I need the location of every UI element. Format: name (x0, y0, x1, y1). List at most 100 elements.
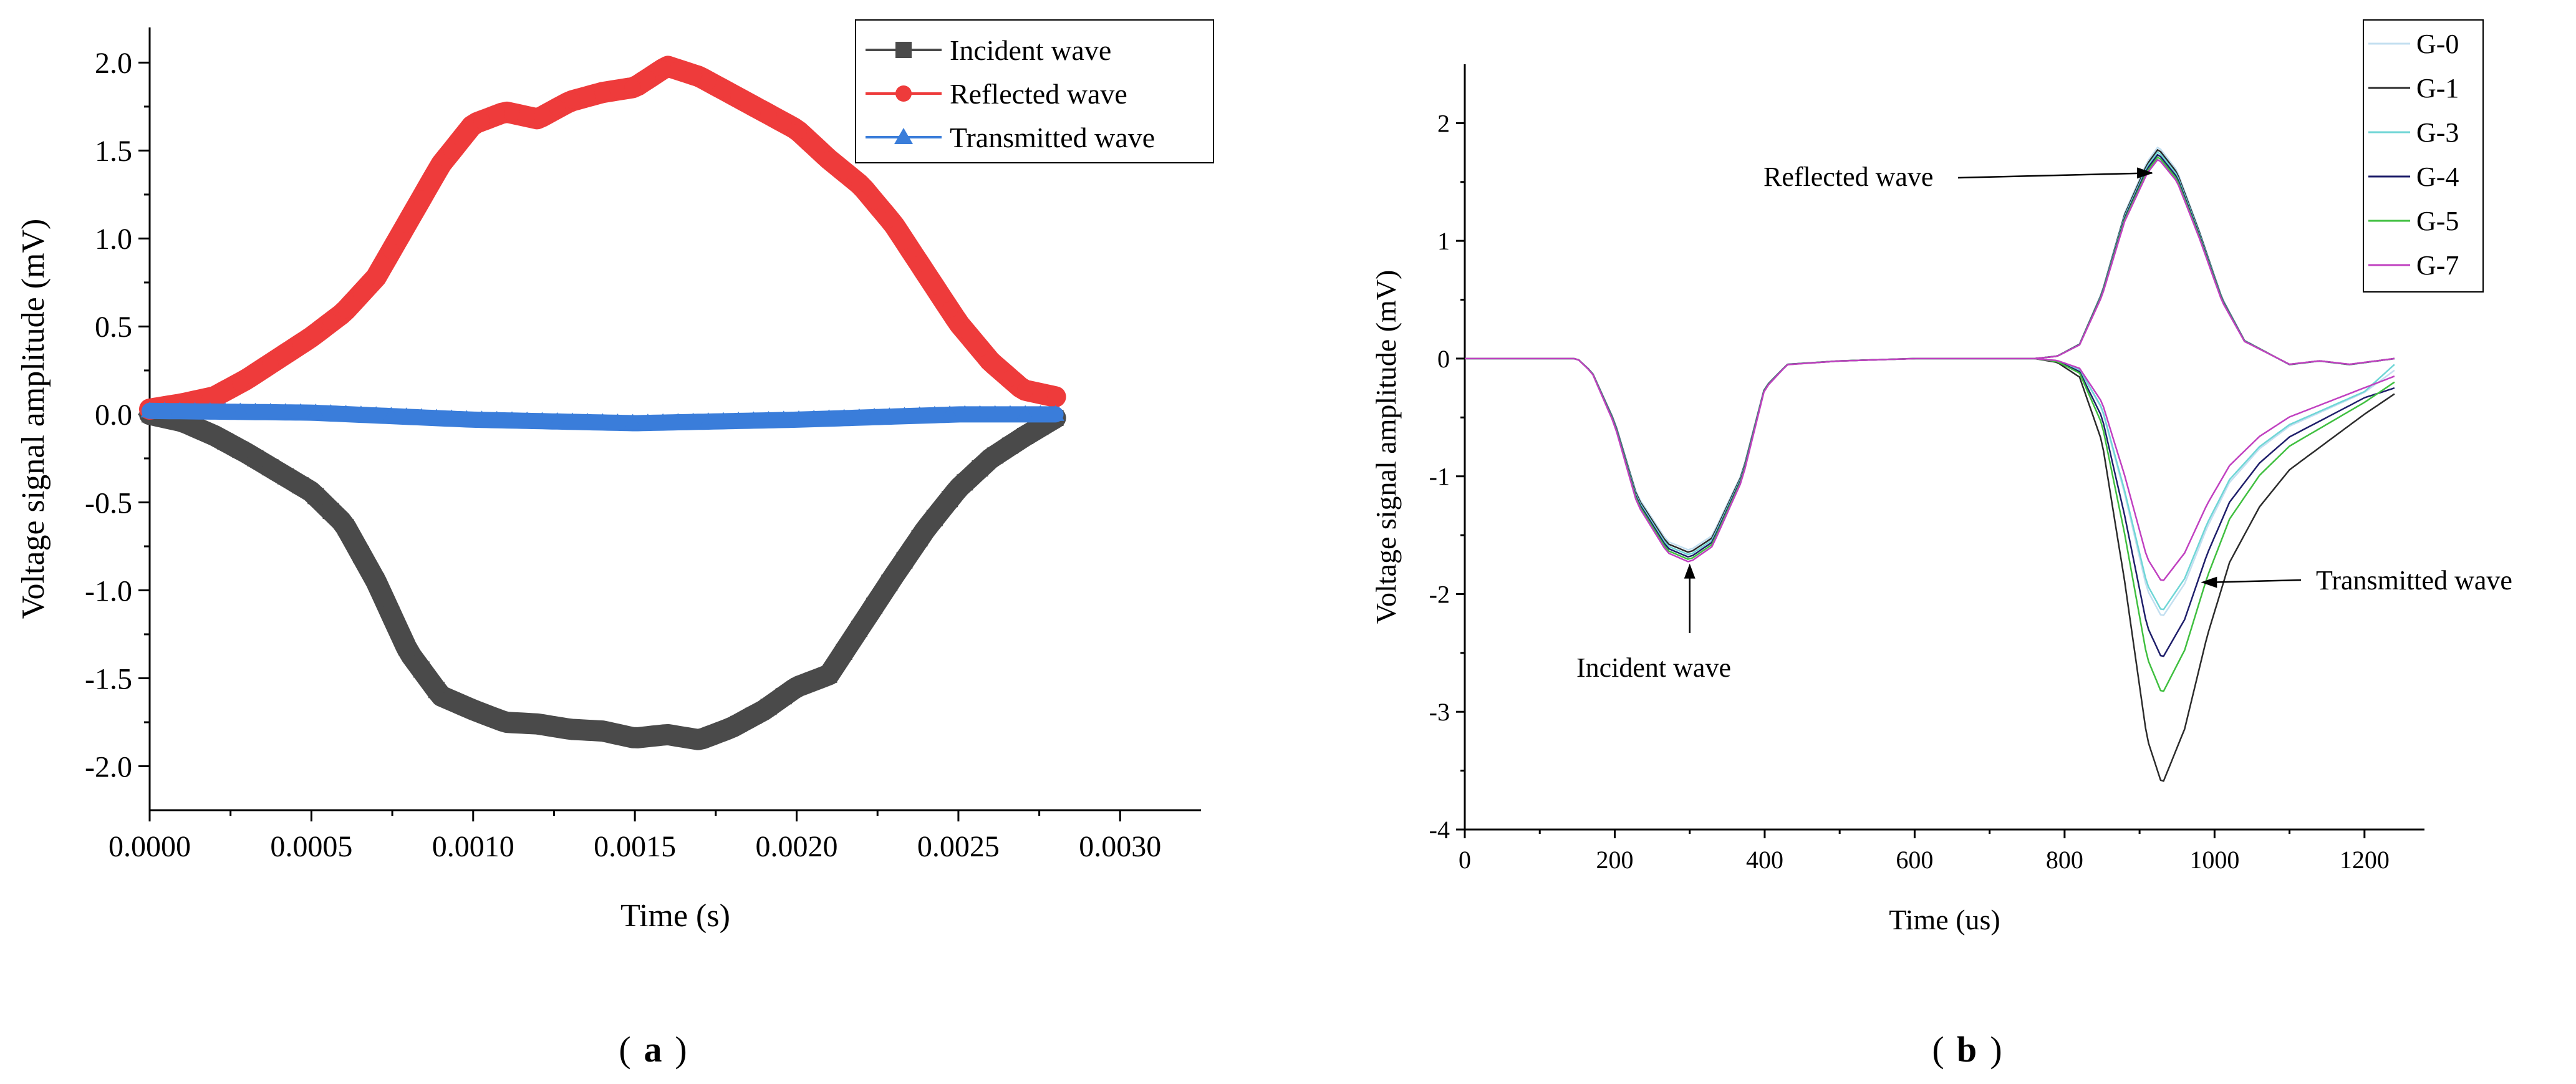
data-point (851, 621, 867, 637)
data-point (745, 707, 762, 724)
data-point (442, 409, 461, 425)
legend-label: Reflected wave (950, 78, 1127, 110)
x-tick-label: 200 (1596, 846, 1633, 874)
data-point (383, 606, 400, 623)
data-point (836, 643, 852, 660)
y-tick-label: -2 (1429, 580, 1450, 608)
data-point (1047, 389, 1064, 405)
y-tick-label: -1.0 (85, 574, 132, 607)
data-point (217, 433, 234, 450)
data-point (217, 382, 234, 399)
y-axis-label: Voltage signal amplitude (mV) (16, 219, 51, 619)
y-tick-label: 0 (1437, 345, 1450, 373)
x-tick-label: 1200 (2340, 846, 2390, 874)
incident-line-g-5 (1465, 357, 2035, 560)
data-point (277, 468, 294, 485)
panel-a-caption-close: ) (675, 1029, 687, 1070)
legend-frame (855, 19, 1214, 163)
data-point (534, 716, 551, 733)
y-tick-label: 2.0 (95, 47, 132, 80)
data-point (1016, 405, 1035, 421)
annotation-arrowhead-incident (1684, 563, 1696, 579)
data-point (1031, 405, 1049, 421)
data-point (307, 326, 324, 342)
panel-a-caption-open: ( (619, 1029, 630, 1070)
data-point (745, 411, 763, 427)
data-point (1001, 437, 1018, 454)
data-point (654, 413, 672, 429)
legend: Incident wave Reflected wave Transmitted w… (855, 19, 1214, 163)
data-point (232, 441, 249, 458)
data-point (413, 190, 430, 207)
data-point (669, 413, 687, 429)
data-point (820, 409, 838, 425)
data-point (578, 412, 597, 429)
data-point (473, 705, 490, 722)
data-point (972, 460, 988, 477)
transmitted-line-g-1 (2034, 357, 2395, 782)
data-point (1001, 405, 1020, 421)
data-point (866, 598, 883, 614)
panel-b-caption-open: ( (1932, 1029, 1944, 1070)
data-point (382, 407, 400, 423)
data-point (715, 722, 731, 739)
data-point (760, 699, 777, 715)
data-point (911, 530, 928, 546)
data-point (201, 389, 218, 406)
data-point (896, 552, 913, 569)
annotation-arrow-transmitted (2213, 579, 2302, 583)
data-point (534, 108, 551, 125)
data-point (368, 269, 385, 286)
data-point (789, 410, 808, 427)
data-point (504, 714, 521, 731)
data-point (1046, 405, 1064, 421)
data-point (971, 405, 989, 421)
data-point (579, 88, 596, 105)
data-point (398, 216, 415, 233)
data-point (504, 105, 521, 122)
data-point (926, 510, 943, 526)
data-point (775, 688, 792, 705)
data-point (865, 407, 884, 424)
data-point (639, 70, 656, 87)
data-point (699, 412, 718, 428)
data-point (352, 546, 369, 563)
data-point (775, 114, 792, 131)
reflected-line-g-3 (2034, 151, 2395, 365)
data-point (276, 403, 295, 419)
legend-frame (2363, 19, 2484, 293)
data-point (337, 405, 355, 421)
legend-label: Incident wave (950, 34, 1111, 66)
x-tick-label: 1000 (2189, 846, 2239, 874)
data-point (186, 419, 203, 435)
data-point (352, 285, 369, 302)
data-point (957, 322, 973, 339)
data-point (1017, 428, 1034, 445)
data-point (564, 721, 581, 738)
y-tick-label: -3 (1429, 698, 1450, 726)
x-axis-label: Time (us) (1889, 904, 2000, 936)
data-point (201, 402, 219, 419)
data-point (790, 123, 807, 140)
y-tick-label: -1.5 (85, 662, 132, 695)
data-point (670, 61, 687, 78)
y-tick-label: 1.0 (95, 223, 132, 256)
data-point (201, 425, 218, 442)
data-point (171, 402, 189, 418)
data-point (594, 723, 611, 740)
x-tick-label: 800 (2046, 846, 2083, 874)
data-point (745, 97, 762, 114)
data-point (488, 410, 506, 427)
data-point (231, 402, 249, 419)
x-tick-label: 0 (1459, 846, 1471, 874)
legend-marker (895, 85, 912, 102)
x-axis-label: Time (s) (620, 898, 730, 934)
x-tick-label: 0.0010 (432, 830, 514, 863)
legend: G-0 G-1 G-3 G-4 G-5 G-7 (2363, 19, 2484, 293)
data-point (850, 408, 869, 425)
reflected-line-g-5 (2034, 156, 2395, 365)
data-point (458, 699, 475, 715)
legend-label: G-0 (2416, 29, 2459, 59)
data-point (806, 672, 822, 689)
